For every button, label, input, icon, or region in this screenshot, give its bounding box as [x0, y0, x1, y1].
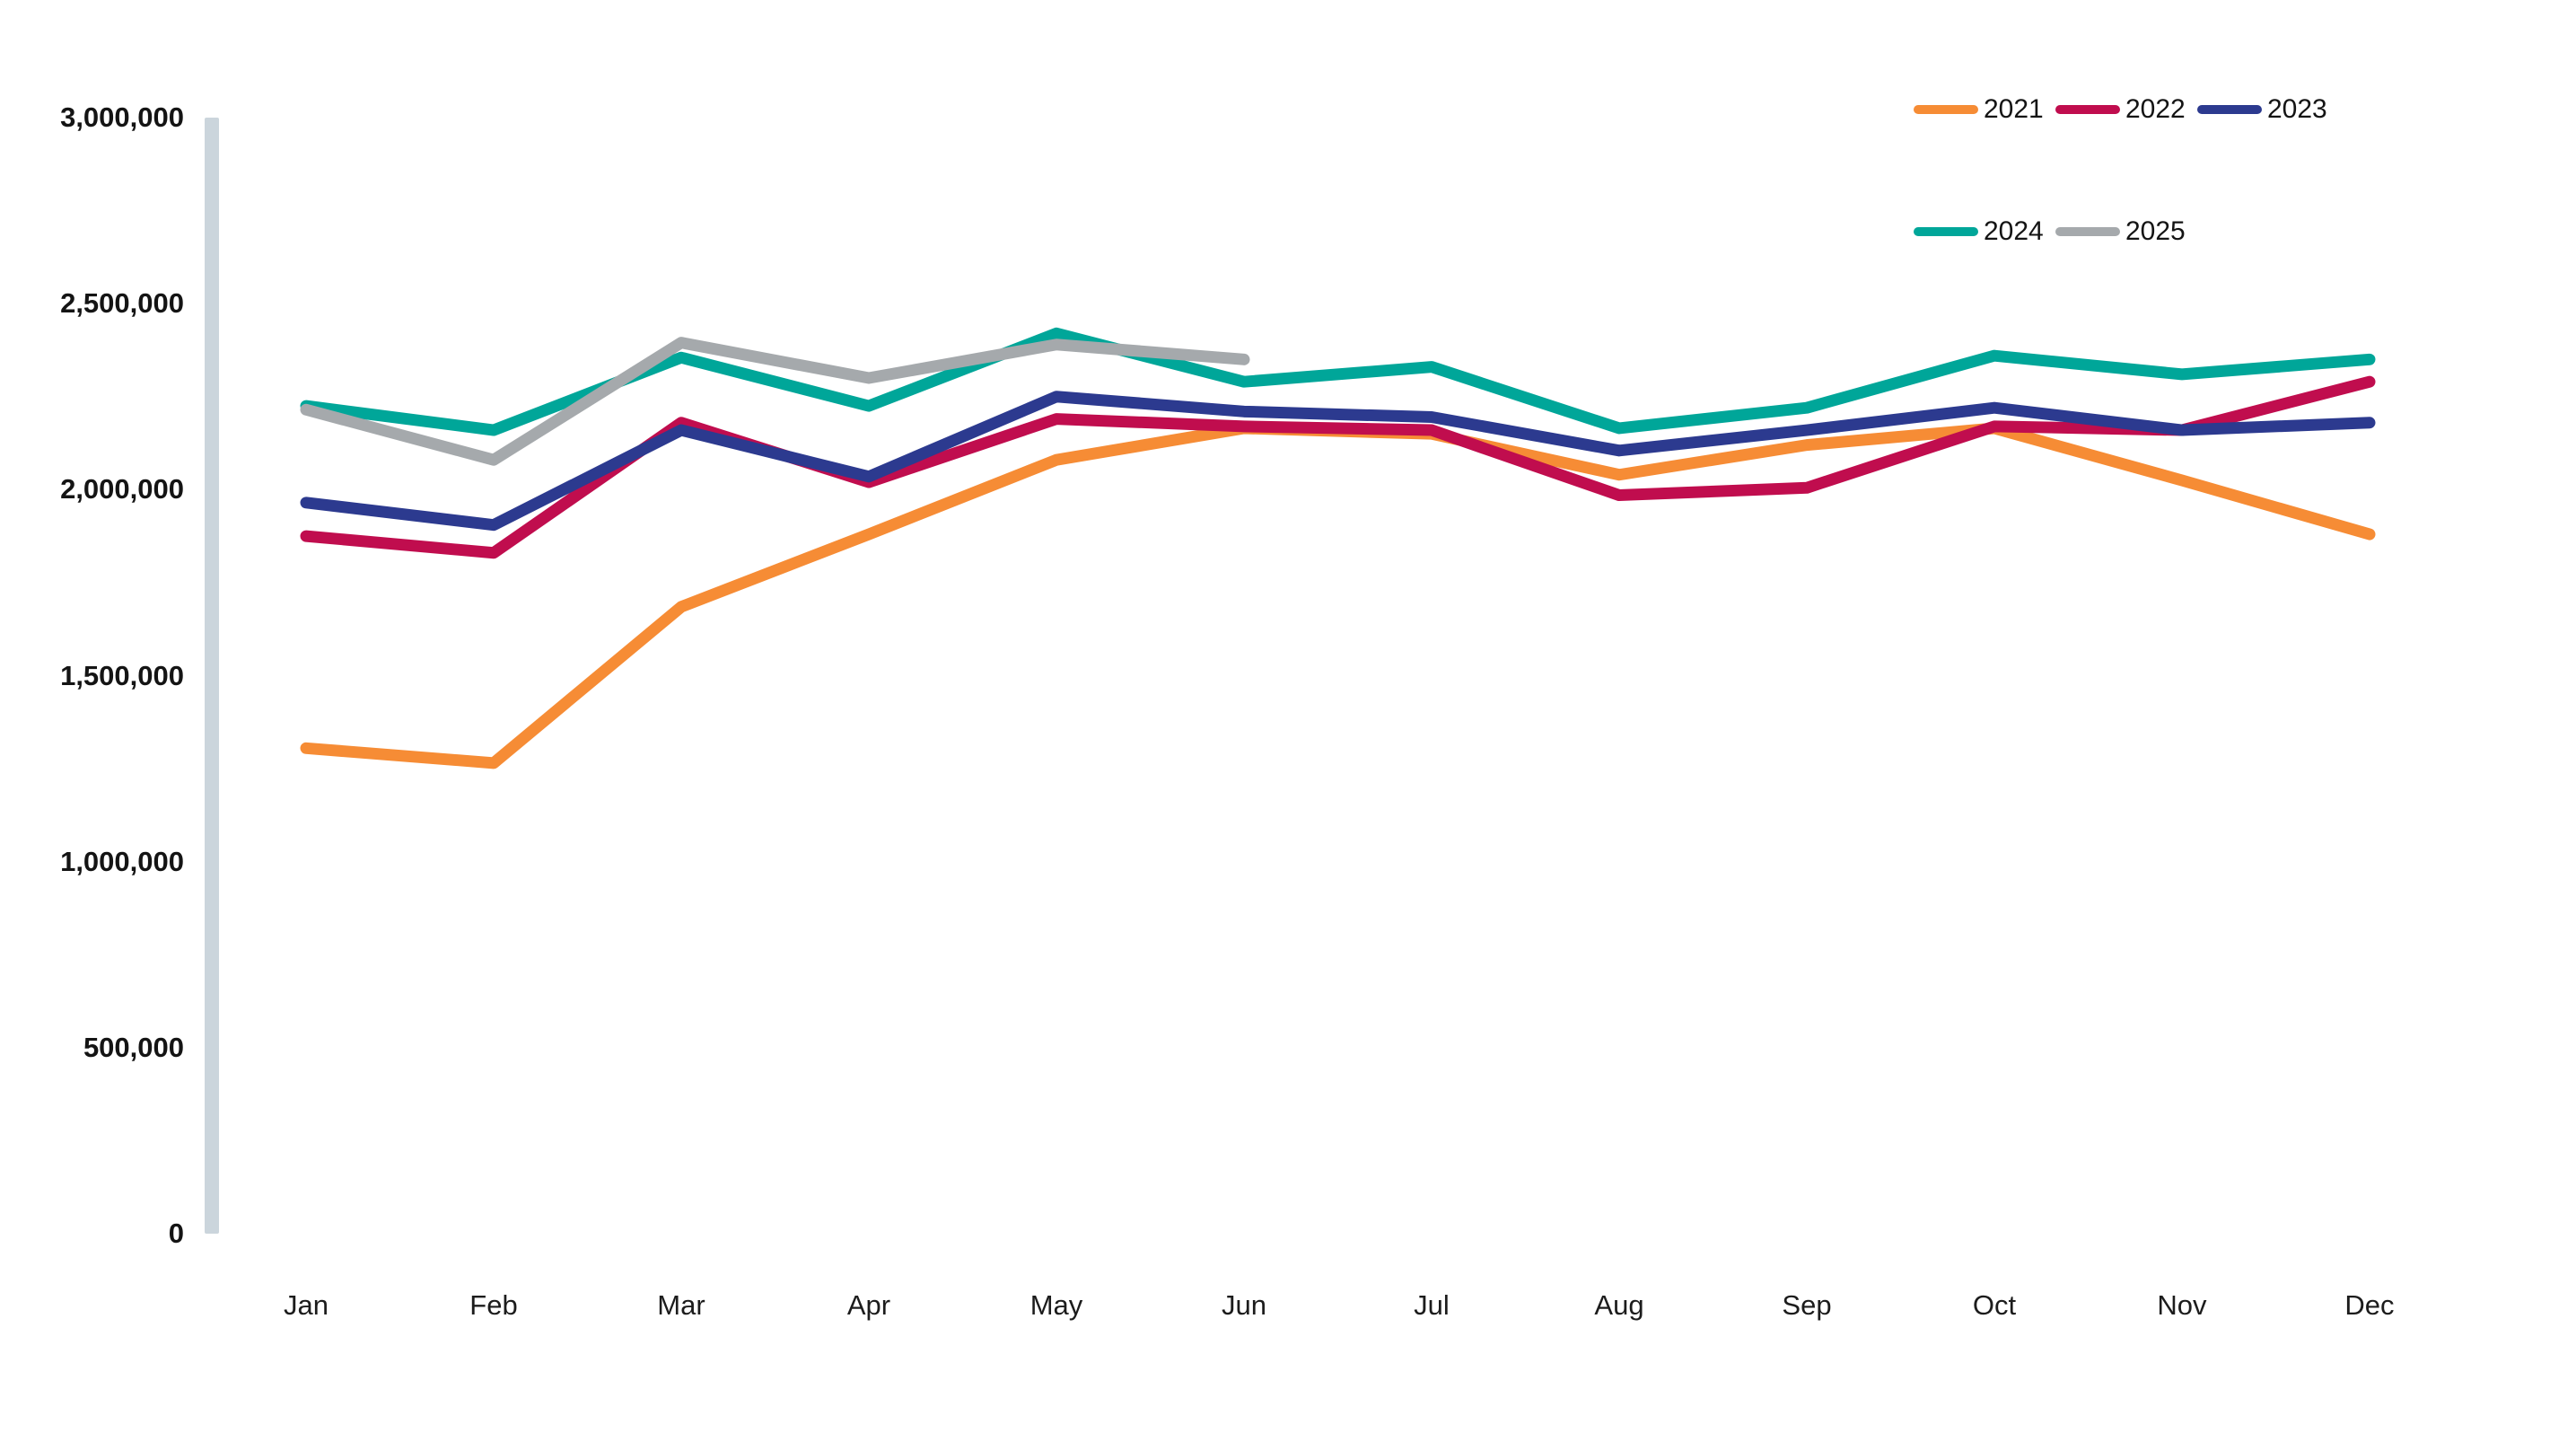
y-tick-label-2,000,000: 2,000,000	[60, 473, 184, 506]
x-tick-label-Jul: Jul	[1414, 1289, 1450, 1321]
series-line-2025[interactable]	[300, 337, 1250, 466]
legend-swatch-2021	[1914, 105, 1978, 114]
legend-item-2024[interactable]: 2024	[1914, 212, 2046, 251]
legend-row-1: 2021 2022 2023	[1914, 90, 2330, 129]
legend-swatch-2023	[2197, 105, 2262, 114]
x-tick-label-Sep: Sep	[1782, 1289, 1832, 1321]
y-tick-label-1,500,000: 1,500,000	[60, 659, 184, 691]
legend-label-2025: 2025	[2125, 216, 2186, 246]
legend-label-2021: 2021	[1984, 94, 2044, 124]
x-tick-label-Oct: Oct	[1972, 1289, 2017, 1321]
legend-label-2023: 2023	[2267, 94, 2327, 124]
x-tick-label-Mar: Mar	[657, 1289, 705, 1321]
legend-item-2021[interactable]: 2021	[1914, 90, 2046, 129]
legend-item-2025[interactable]: 2025	[2055, 212, 2188, 251]
legend-label-2024: 2024	[1984, 216, 2044, 246]
y-axis-bar	[205, 118, 219, 1234]
y-tick-label-2,500,000: 2,500,000	[60, 287, 184, 320]
x-tick-label-Feb: Feb	[469, 1289, 518, 1321]
series-line-2021[interactable]	[300, 422, 2376, 769]
y-tick-label-3,000,000: 3,000,000	[60, 101, 184, 133]
x-tick-label-Jan: Jan	[284, 1289, 329, 1321]
y-tick-label-500,000: 500,000	[83, 1031, 184, 1063]
x-tick-label-Jun: Jun	[1222, 1289, 1266, 1321]
x-tick-label-Aug: Aug	[1594, 1289, 1644, 1321]
legend: 2021 2022 2023 2024 2025	[1914, 90, 2330, 251]
x-tick-label-May: May	[1030, 1289, 1083, 1321]
series-line-2024[interactable]	[300, 327, 2376, 436]
y-tick-label-0: 0	[168, 1218, 184, 1249]
legend-row-2: 2024 2025	[1914, 212, 2330, 251]
series-line-2023[interactable]	[300, 391, 2376, 532]
legend-item-2022[interactable]: 2022	[2055, 90, 2188, 129]
legend-swatch-2024	[1914, 227, 1978, 236]
x-tick-label-Dec: Dec	[2344, 1289, 2395, 1321]
y-tick-label-1,000,000: 1,000,000	[60, 845, 184, 877]
legend-swatch-2025	[2055, 227, 2120, 236]
legend-swatch-2022	[2055, 105, 2120, 114]
x-tick-label-Apr: Apr	[846, 1289, 891, 1321]
legend-label-2022: 2022	[2125, 94, 2186, 124]
x-tick-label-Nov: Nov	[2157, 1289, 2207, 1321]
legend-item-2023[interactable]: 2023	[2197, 90, 2330, 129]
